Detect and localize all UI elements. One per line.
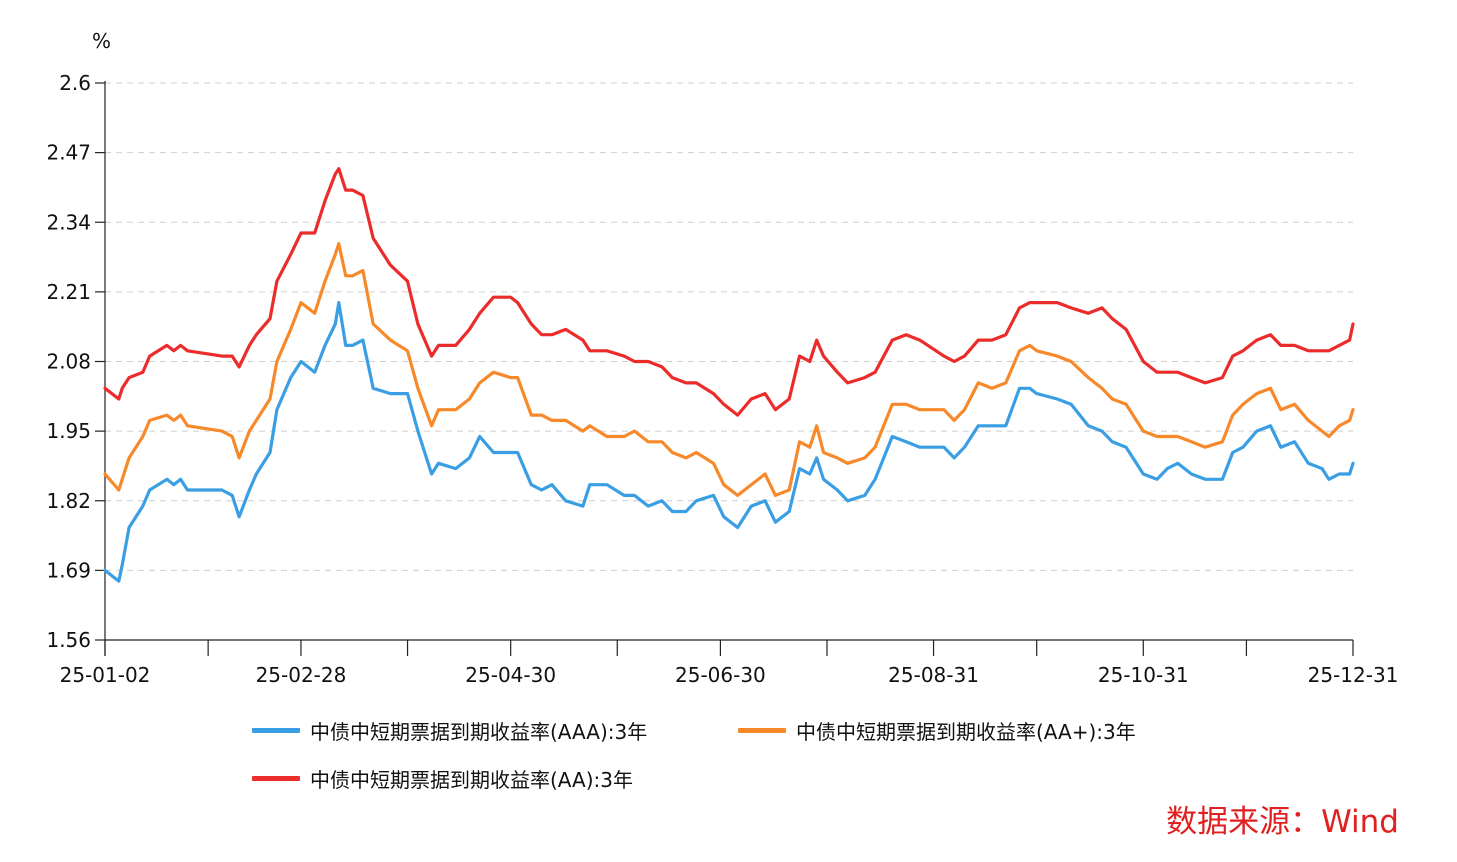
x-tick-label: 25-12-31 [1308,663,1399,687]
series-line-1 [103,242,1355,497]
legend-item-aa-plus[interactable]: 中债中短期票据到期收益率(AA+):3年 [738,716,1136,745]
legend-label-aa: 中债中短期票据到期收益率(AA):3年 [310,768,633,792]
x-tick-label: 25-10-31 [1098,663,1189,687]
x-tick-label: 25-04-30 [465,663,556,687]
y-axis: 2.6 2.47 2.34 2.21 2.08 1.95 1.82 1.69 1.56 [46,71,106,656]
x-tick-label: 25-06-30 [675,663,766,687]
y-tick-label: 2.34 [46,210,91,234]
x-axis: 25-01-02 25-02-28 25-04-30 25-06-30 25-08-31… [60,639,1399,687]
series-line-0 [103,301,1355,583]
y-tick-label: 1.69 [46,558,91,582]
x-tick-label: 25-02-28 [256,663,347,687]
legend-swatch-aa-plus [738,728,786,733]
legend-item-aaa[interactable]: 中债中短期票据到期收益率(AAA):3年 [252,716,647,745]
y-tick-label: 2.21 [46,280,91,304]
data-source-note: 数据来源：Wind [1166,804,1399,840]
x-tick-label: 25-01-02 [60,663,151,687]
series-line-2 [103,167,1355,417]
legend-swatch-aa [252,776,300,781]
x-tick-label: 25-08-31 [888,663,979,687]
legend-label-aa-plus: 中债中短期票据到期收益率(AA+):3年 [796,720,1136,744]
legend-item-aa[interactable]: 中债中短期票据到期收益率(AA):3年 [252,764,633,793]
y-tick-label: 2.08 [46,350,91,374]
y-tick-label: 1.95 [46,419,91,443]
y-axis-unit: % [92,29,111,53]
legend-label-aaa: 中债中短期票据到期收益率(AAA):3年 [310,720,648,744]
legend-swatch-aaa [252,728,300,733]
series-lines [103,167,1355,583]
y-tick-label: 2.6 [59,71,91,95]
y-tick-label: 1.56 [46,628,91,652]
y-tick-label: 2.47 [46,141,91,165]
y-tick-label: 1.82 [46,489,91,513]
